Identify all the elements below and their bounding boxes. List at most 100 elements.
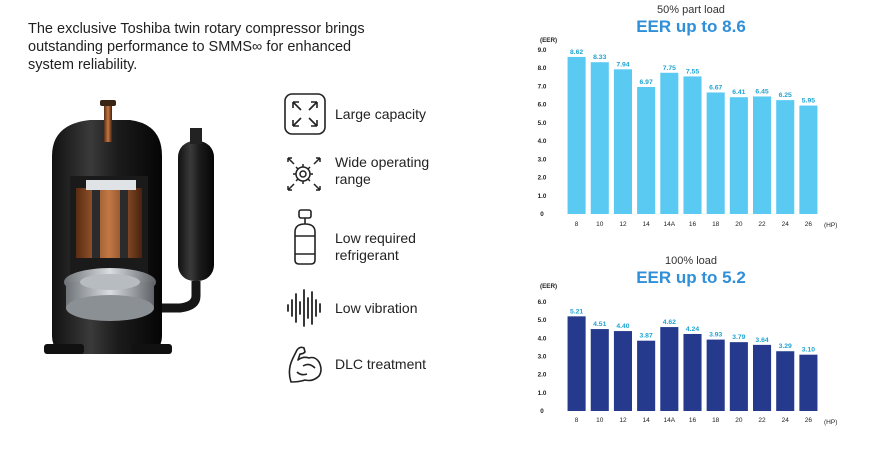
muscle-arm-icon bbox=[283, 342, 327, 386]
data-label: 3.87 bbox=[640, 333, 653, 340]
feature-low-required-refrigerant: Low required refrigerant bbox=[283, 208, 483, 268]
feature-wide-operating-range: Wide operating range bbox=[283, 152, 483, 196]
intro-line-1: The exclusive Toshiba twin rotary compre… bbox=[28, 21, 365, 37]
bar-18 bbox=[706, 339, 725, 411]
y-tick-label: 9.0 bbox=[538, 47, 547, 54]
x-tick-label: 24 bbox=[782, 417, 790, 424]
x-tick-label: 22 bbox=[758, 221, 766, 228]
y-tick-label: 8.0 bbox=[538, 65, 547, 72]
y-tick-label: 0 bbox=[540, 408, 544, 415]
expand-arrows-icon bbox=[283, 92, 327, 136]
data-label: 3.93 bbox=[709, 332, 722, 339]
data-label: 8.33 bbox=[593, 54, 606, 61]
bar-14 bbox=[637, 86, 656, 214]
y-tick-label: 5.0 bbox=[538, 120, 547, 127]
y-tick-label: 3.0 bbox=[538, 354, 547, 361]
data-label: 4.51 bbox=[593, 321, 606, 328]
bar-24 bbox=[776, 100, 795, 214]
bar-26 bbox=[799, 354, 818, 411]
refrigerant-tank-icon bbox=[283, 208, 327, 268]
feature-label-line-1: Low required bbox=[335, 230, 416, 246]
data-label: 4.62 bbox=[663, 319, 676, 326]
chart-full-load-svg: 100% load EER up to 5.2 (EER) (HP) 0 1.0 2… bbox=[538, 255, 838, 426]
x-tick-label: 12 bbox=[619, 417, 627, 424]
chart-subtitle: 100% load bbox=[665, 255, 717, 267]
y-tick-label: 5.0 bbox=[538, 317, 547, 324]
x-tick-label: 18 bbox=[712, 417, 720, 424]
data-label: 3.64 bbox=[755, 337, 768, 344]
y-axis-label: (EER) bbox=[540, 37, 557, 44]
x-tick-label: 14A bbox=[664, 221, 676, 228]
data-label: 7.75 bbox=[663, 65, 676, 72]
data-label: 3.29 bbox=[779, 343, 792, 350]
y-tick-label: 2.0 bbox=[538, 372, 547, 379]
data-label: 5.95 bbox=[802, 98, 815, 105]
feature-low-vibration: Low vibration bbox=[283, 286, 483, 330]
data-label: 7.94 bbox=[616, 61, 629, 68]
x-tick-label: 20 bbox=[735, 221, 743, 228]
bar-18 bbox=[706, 92, 725, 214]
x-tick-label: 12 bbox=[619, 221, 627, 228]
chart-part-load-svg: 50% part load EER up to 8.6 (EER) (HP) 0… bbox=[538, 4, 838, 229]
bar-12 bbox=[613, 331, 632, 411]
chart-subtitle: 50% part load bbox=[657, 4, 725, 16]
x-axis-unit: (HP) bbox=[824, 419, 837, 426]
bar-8 bbox=[567, 56, 586, 215]
feature-label: Large capacity bbox=[335, 106, 427, 122]
x-tick-label: 8 bbox=[575, 221, 579, 228]
bar-8 bbox=[567, 316, 586, 411]
intro-text: The exclusive Toshiba twin rotary compre… bbox=[28, 20, 388, 74]
data-label: 6.25 bbox=[779, 92, 792, 99]
compressor-illustration bbox=[30, 96, 270, 366]
feature-large-capacity: Large capacity bbox=[283, 92, 483, 136]
y-tick-label: 1.0 bbox=[538, 193, 547, 200]
y-tick-label: 6.0 bbox=[538, 102, 547, 109]
data-label: 8.62 bbox=[570, 49, 583, 56]
y-tick-label: 1.0 bbox=[538, 390, 547, 397]
bar-20 bbox=[729, 342, 748, 411]
x-tick-label: 22 bbox=[758, 417, 766, 424]
bar-16 bbox=[683, 333, 702, 411]
x-tick-label: 14 bbox=[643, 221, 651, 228]
x-tick-label: 10 bbox=[596, 221, 604, 228]
feature-label: DLC treatment bbox=[335, 356, 427, 372]
chart-title: EER up to 5.2 bbox=[636, 268, 746, 287]
y-tick-label: 2.0 bbox=[538, 175, 547, 182]
data-label: 6.41 bbox=[732, 89, 745, 96]
data-label: 4.24 bbox=[686, 326, 699, 333]
x-tick-label: 26 bbox=[805, 221, 813, 228]
bar-24 bbox=[776, 351, 795, 411]
x-tick-label: 26 bbox=[805, 417, 813, 424]
x-tick-label: 14A bbox=[664, 417, 676, 424]
x-tick-label: 16 bbox=[689, 417, 697, 424]
feature-dlc-treatment: DLC treatment bbox=[283, 342, 483, 386]
data-label: 6.97 bbox=[640, 79, 653, 86]
y-tick-label: 0 bbox=[540, 211, 544, 218]
gear-range-icon bbox=[283, 152, 327, 196]
data-label: 3.79 bbox=[732, 334, 745, 341]
y-tick-label: 7.0 bbox=[538, 83, 547, 90]
x-tick-label: 10 bbox=[596, 417, 604, 424]
x-tick-label: 16 bbox=[689, 221, 697, 228]
data-label: 3.10 bbox=[802, 347, 815, 354]
feature-label: Low vibration bbox=[335, 300, 418, 316]
y-tick-label: 4.0 bbox=[538, 138, 547, 145]
bar-26 bbox=[799, 105, 818, 214]
x-axis-unit: (HP) bbox=[824, 222, 837, 229]
x-tick-label: 20 bbox=[735, 417, 743, 424]
feature-label-line-2: refrigerant bbox=[335, 247, 399, 263]
data-label: 7.55 bbox=[686, 68, 699, 75]
bar-10 bbox=[590, 329, 609, 411]
x-tick-label: 14 bbox=[643, 417, 651, 424]
chart-full-load: 100% load EER up to 5.2 (EER) (HP) 0 1.0 2… bbox=[528, 252, 848, 432]
data-label: 5.21 bbox=[570, 308, 583, 315]
waveform-icon bbox=[283, 286, 327, 330]
intro-line-2: outstanding performance to SMMS∞ for enh… bbox=[28, 39, 352, 55]
bar-22 bbox=[753, 344, 772, 411]
bar-14 bbox=[637, 340, 656, 411]
y-axis-label: (EER) bbox=[540, 283, 557, 290]
x-tick-label: 8 bbox=[575, 417, 579, 424]
bar-10 bbox=[590, 62, 609, 214]
bar-20 bbox=[729, 97, 748, 214]
feature-label-line-1: Wide operating bbox=[335, 154, 430, 170]
